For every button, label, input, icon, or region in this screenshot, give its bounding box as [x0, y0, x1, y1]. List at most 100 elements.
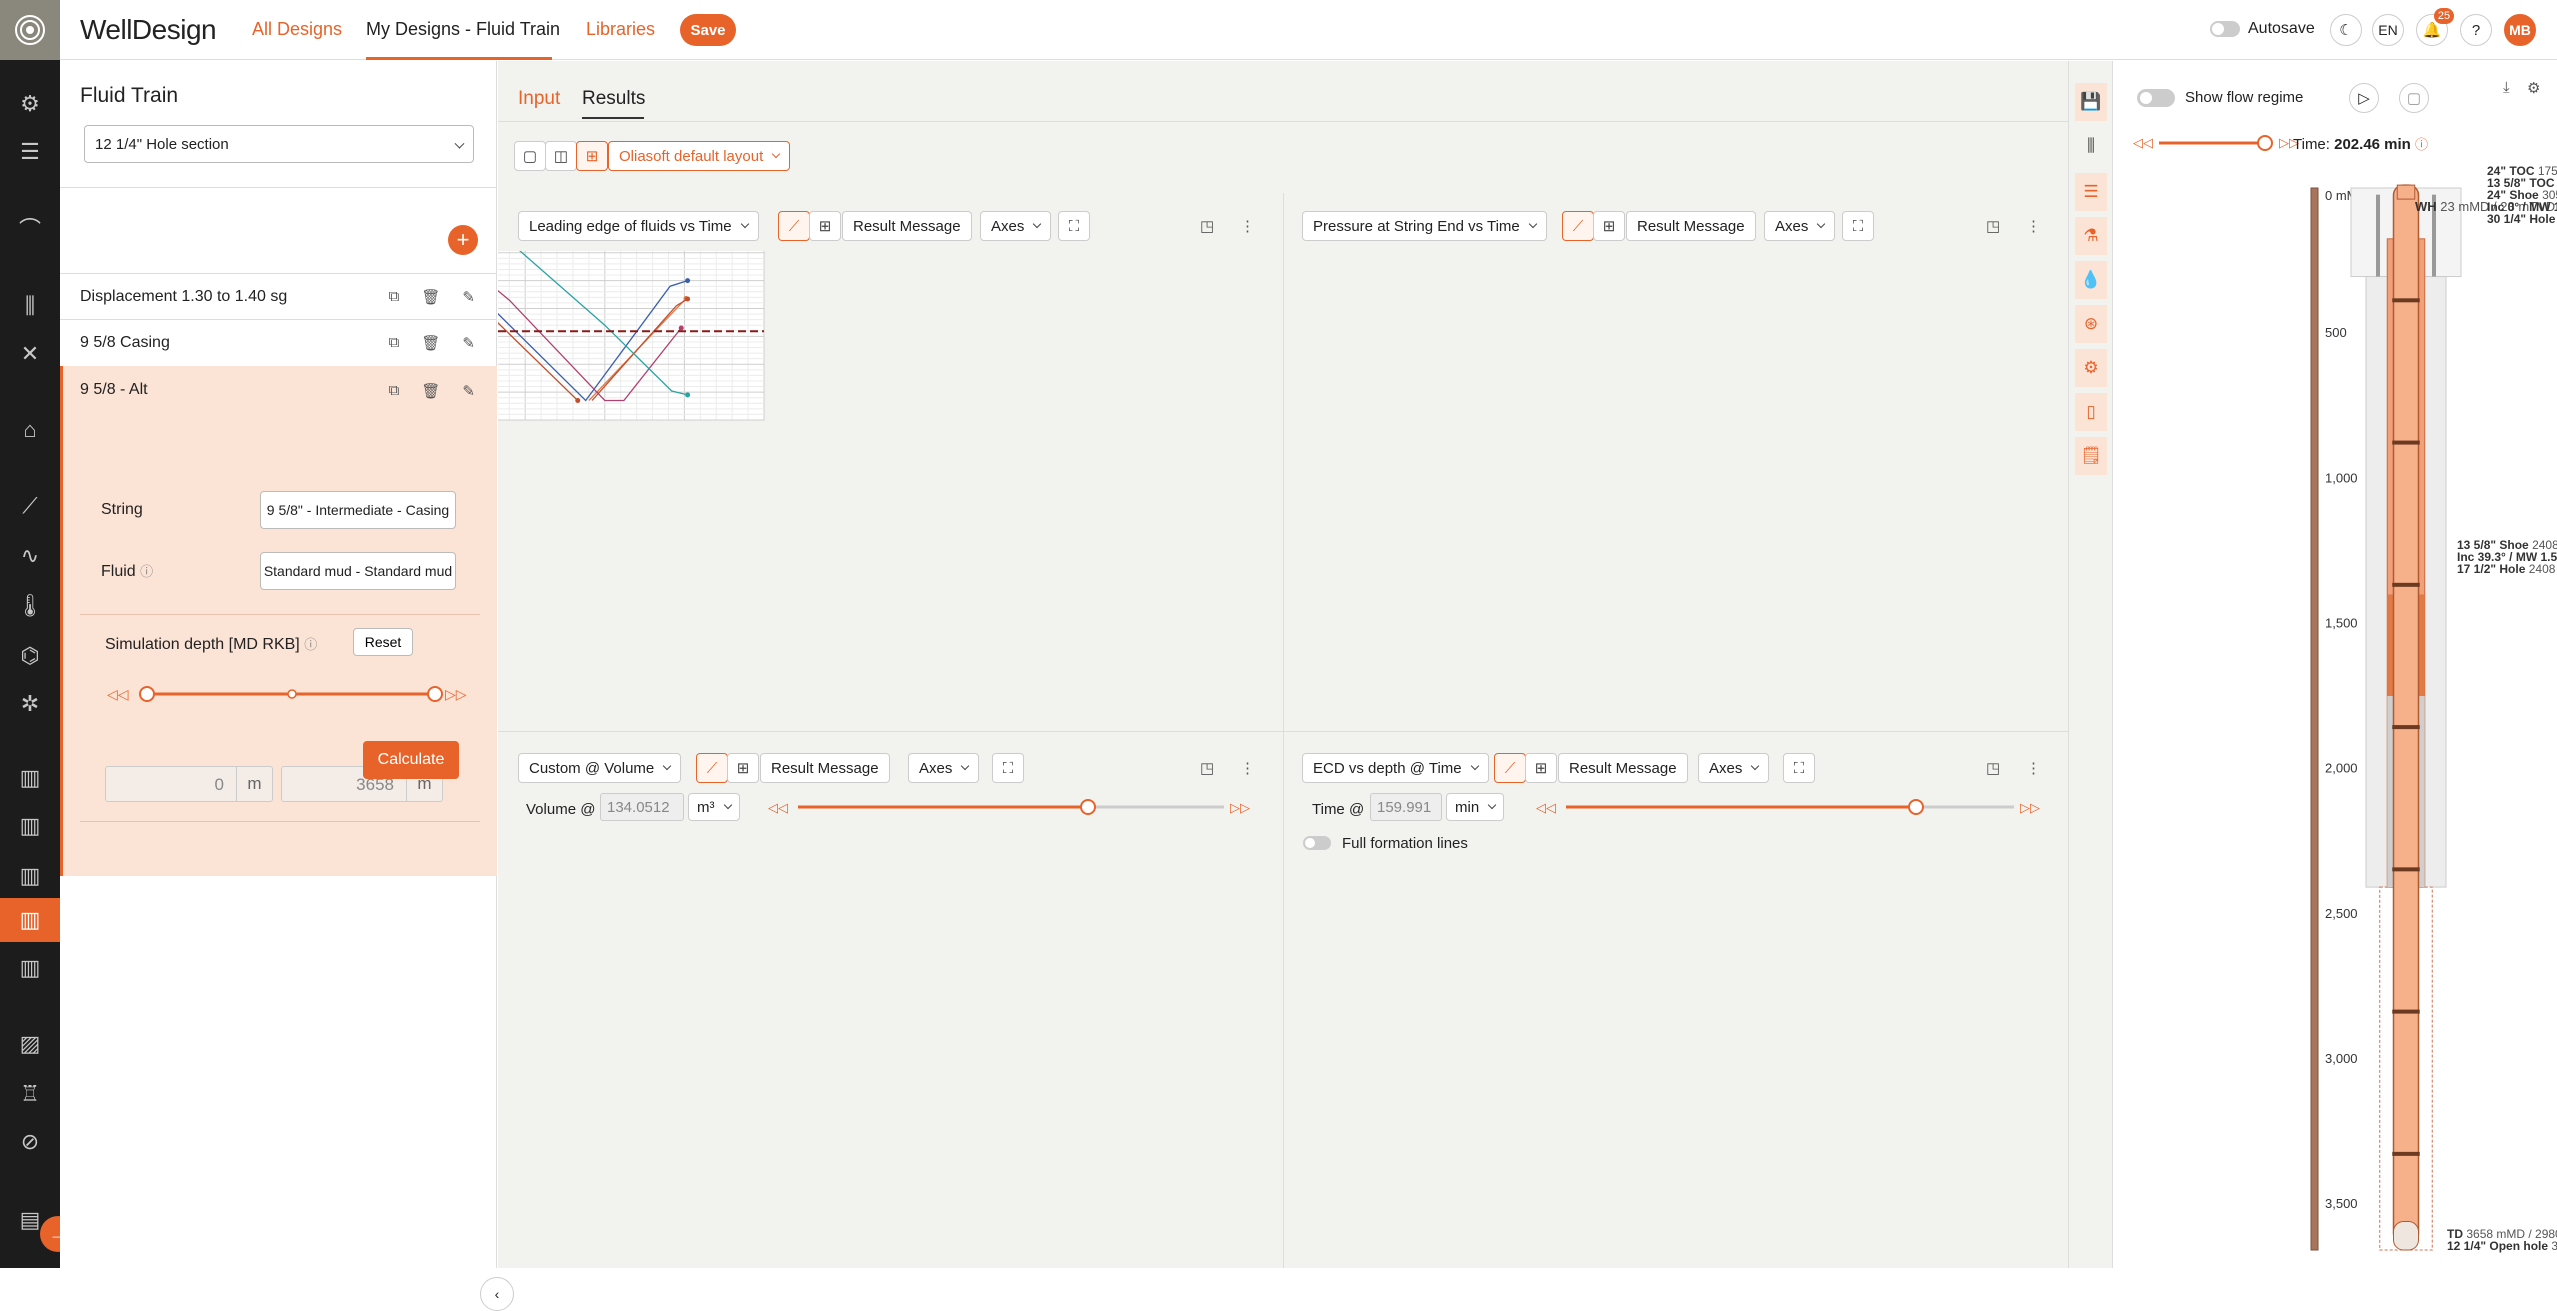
well-stack-icon[interactable]: ▥: [19, 955, 41, 980]
calculate-button[interactable]: Calculate: [363, 741, 459, 779]
tower-icon[interactable]: ♖: [20, 1081, 40, 1106]
copy-icon[interactable]: ⧉: [388, 382, 400, 399]
steering-icon[interactable]: ⊛: [2075, 305, 2107, 343]
kebab-menu-icon[interactable]: ⋮: [2026, 760, 2041, 777]
edit-icon[interactable]: ✎: [462, 289, 475, 306]
hatch-icon[interactable]: ▨: [19, 1031, 41, 1056]
table-icon[interactable]: ⊞: [809, 211, 841, 241]
tools-icon[interactable]: ✕: [20, 341, 40, 366]
list-item[interactable]: 9 5/8 Casing ⧉ 🗑 ✎: [60, 319, 497, 365]
chart-icon[interactable]: ⟋: [22, 493, 38, 518]
stop-icon[interactable]: ▢: [2399, 83, 2429, 113]
fullscreen-icon[interactable]: ⛶: [1842, 211, 1874, 241]
gear-icon[interactable]: ⚙: [2075, 349, 2107, 387]
time-slider[interactable]: ◁◁ ▷▷: [2133, 133, 2313, 153]
temperature-icon[interactable]: 🌡: [16, 593, 44, 618]
fullscreen-icon[interactable]: ⛶: [992, 753, 1024, 783]
blocked-icon[interactable]: ⊘: [20, 1129, 40, 1154]
well-multi-icon[interactable]: ▥: [19, 813, 41, 838]
kebab-menu-icon[interactable]: ⋮: [2026, 218, 2041, 235]
time-input[interactable]: 159.991: [1370, 793, 1442, 821]
panel-settings-icon[interactable]: ◳: [1200, 760, 1215, 777]
copy-icon[interactable]: ⧉: [388, 288, 400, 305]
drop-icon[interactable]: 💧: [2075, 261, 2107, 299]
reset-button[interactable]: Reset: [353, 628, 413, 656]
line-chart-icon[interactable]: ⟋: [778, 211, 810, 241]
settings-icon[interactable]: ⚙: [2527, 80, 2541, 97]
rig-icon[interactable]: ⌂: [23, 417, 37, 442]
depth-from-field[interactable]: 0 m: [105, 766, 273, 802]
help-button[interactable]: ?: [2460, 14, 2492, 46]
fluid-train-icon[interactable]: ▥: [0, 898, 60, 942]
axes-select[interactable]: Axes: [1698, 753, 1770, 783]
trend-icon[interactable]: ∿: [20, 543, 40, 568]
settings-icon[interactable]: ⚙: [20, 91, 40, 116]
formation-icon[interactable]: ⫼: [2087, 136, 2095, 155]
trash-icon[interactable]: 🗑: [421, 383, 441, 400]
autosave-toggle[interactable]: [2210, 21, 2240, 37]
app-logo[interactable]: [0, 0, 60, 60]
line-chart-icon[interactable]: ⟋: [1494, 753, 1526, 783]
formation-lines-toggle[interactable]: [1303, 836, 1331, 850]
chart1-select[interactable]: Leading edge of fluids vs Time: [518, 211, 759, 241]
depth-range-slider[interactable]: ◁◁ ▷▷: [107, 682, 487, 706]
chart4-select[interactable]: ECD vs depth @ Time: [1302, 753, 1489, 783]
volume-unit-select[interactable]: m³: [688, 793, 740, 821]
database-icon[interactable]: ☰: [20, 139, 40, 164]
axes-select[interactable]: Axes: [908, 753, 980, 783]
line-chart-icon[interactable]: ⟋: [1562, 211, 1594, 241]
molecule-icon[interactable]: ⌬: [20, 643, 40, 668]
time-unit-select[interactable]: min: [1446, 793, 1505, 821]
tab-results[interactable]: Results: [582, 88, 646, 109]
trash-icon[interactable]: 🗑: [421, 289, 441, 306]
fullscreen-icon[interactable]: ⛶: [1058, 211, 1090, 241]
layout-select[interactable]: Oliasoft default layout: [608, 141, 791, 171]
kebab-menu-icon[interactable]: ⋮: [1240, 760, 1255, 777]
axes-select[interactable]: Axes: [980, 211, 1052, 241]
copy-icon[interactable]: ⧉: [388, 334, 400, 351]
edit-icon[interactable]: ✎: [462, 383, 475, 400]
tab-input[interactable]: Input: [518, 88, 561, 109]
save-button[interactable]: Save: [680, 14, 736, 46]
volume-input[interactable]: 134.0512: [600, 793, 684, 821]
save-disk-icon[interactable]: 💾: [2075, 83, 2107, 121]
gear-wheel-icon[interactable]: ✲: [20, 691, 40, 716]
time-slider[interactable]: ◁◁ ▷▷: [1536, 797, 2056, 817]
well-alt-icon[interactable]: ▥: [19, 863, 41, 888]
download-icon[interactable]: ⤓: [2503, 79, 2510, 96]
collapse-panel-button[interactable]: ‹: [480, 1277, 514, 1311]
string-select[interactable]: 9 5/8" - Intermediate - Casing: [260, 491, 456, 529]
nav-my-designs[interactable]: My Designs - Fluid Train: [366, 19, 561, 39]
kebab-menu-icon[interactable]: ⋮: [1240, 218, 1255, 235]
result-message-button[interactable]: Result Message: [760, 753, 890, 783]
table-icon[interactable]: ⊞: [1525, 753, 1557, 783]
language-button[interactable]: EN: [2372, 14, 2404, 46]
panel-settings-icon[interactable]: ◳: [1986, 760, 2001, 777]
result-message-button[interactable]: Result Message: [1626, 211, 1756, 241]
table-icon[interactable]: ⊞: [727, 753, 759, 783]
nav-libraries[interactable]: Libraries: [586, 19, 656, 39]
list-item[interactable]: Displacement 1.30 to 1.40 sg ⧉ 🗑 ✎: [60, 273, 497, 319]
layout-split-icon[interactable]: ◫: [545, 141, 577, 171]
layout-grid-icon[interactable]: ⊞: [576, 141, 608, 171]
axes-select[interactable]: Axes: [1764, 211, 1836, 241]
dark-mode-icon[interactable]: ☾: [2330, 14, 2362, 46]
avatar[interactable]: MB: [2504, 14, 2536, 46]
tube-icon[interactable]: ▯: [2075, 393, 2107, 431]
panel-settings-icon[interactable]: ◳: [1200, 218, 1215, 235]
trajectory-icon[interactable]: ⌒: [18, 217, 41, 242]
chart3-select[interactable]: Custom @ Volume: [518, 753, 682, 783]
line-chart-icon[interactable]: ⟋: [696, 753, 728, 783]
flask-icon[interactable]: ⚗: [2075, 217, 2107, 255]
result-message-button[interactable]: Result Message: [1558, 753, 1688, 783]
fluid-select[interactable]: Standard mud - Standard mud: [260, 552, 456, 590]
formation-icon[interactable]: ⫼: [24, 293, 36, 318]
trash-icon[interactable]: 🗑: [421, 335, 441, 352]
play-icon[interactable]: ▷: [2349, 83, 2379, 113]
layout-single-icon[interactable]: ▢: [514, 141, 546, 171]
result-message-button[interactable]: Result Message: [842, 211, 972, 241]
hole-section-select[interactable]: 12 1/4" Hole section: [84, 125, 474, 163]
well-icon[interactable]: ▥: [19, 765, 41, 790]
layers-icon[interactable]: ☰: [2075, 173, 2107, 211]
edit-icon[interactable]: ✎: [462, 335, 475, 352]
